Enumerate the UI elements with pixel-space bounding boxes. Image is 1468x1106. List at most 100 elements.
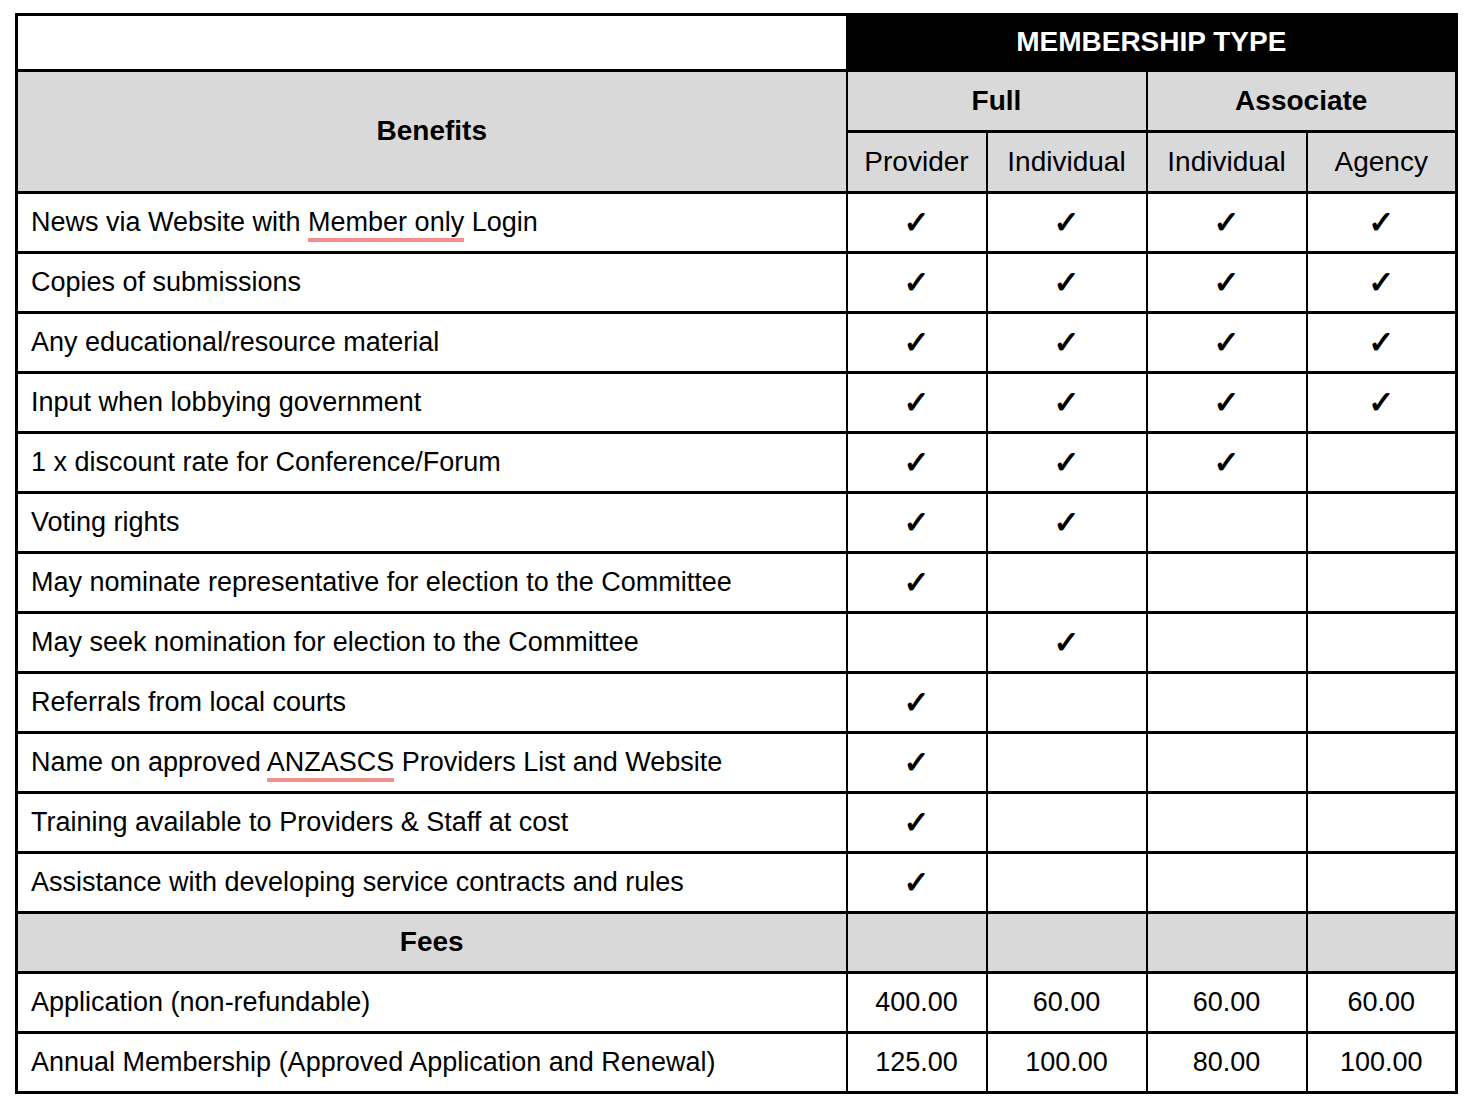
benefit-check-cell: ✓: [987, 493, 1147, 553]
benefit-check-cell: ✓: [1147, 313, 1307, 373]
checkmark-icon: ✓: [1054, 205, 1080, 240]
benefit-label: Assistance with developing service contr…: [17, 853, 847, 913]
benefit-label: Any educational/resource material: [17, 313, 847, 373]
checkmark-icon: ✓: [1054, 385, 1080, 420]
benefit-empty-cell: [1147, 793, 1307, 853]
benefit-row: News via Website with Member only Login✓…: [17, 193, 1457, 253]
benefit-label: Referrals from local courts: [17, 673, 847, 733]
checkmark-icon: ✓: [1214, 325, 1240, 360]
benefit-label: Voting rights: [17, 493, 847, 553]
benefit-row: Referrals from local courts ✓: [17, 673, 1457, 733]
fee-value: 60.00: [1307, 973, 1457, 1033]
benefit-empty-cell: [1307, 613, 1457, 673]
spellcheck-underlined-text: Member only: [308, 207, 464, 242]
checkmark-icon: ✓: [1368, 325, 1394, 360]
membership-type-header: MEMBERSHIP TYPE: [847, 15, 1457, 71]
checkmark-icon: ✓: [904, 565, 930, 600]
benefit-empty-cell: [1147, 493, 1307, 553]
column-header-agency: Agency: [1307, 132, 1457, 193]
benefit-row: Input when lobbying government✓✓✓✓: [17, 373, 1457, 433]
benefit-label: Name on approved ANZASCS Providers List …: [17, 733, 847, 793]
fee-value: 100.00: [1307, 1033, 1457, 1093]
checkmark-icon: ✓: [1054, 325, 1080, 360]
checkmark-icon: ✓: [1214, 385, 1240, 420]
checkmark-icon: ✓: [904, 805, 930, 840]
checkmark-icon: ✓: [1054, 445, 1080, 480]
benefit-check-cell: ✓: [847, 793, 987, 853]
fee-row: Annual Membership (Approved Application …: [17, 1033, 1457, 1093]
benefit-empty-cell: [1307, 793, 1457, 853]
column-header-full-individual: Individual: [987, 132, 1147, 193]
benefit-check-cell: ✓: [847, 673, 987, 733]
checkmark-icon: ✓: [1214, 445, 1240, 480]
checkmark-icon: ✓: [1214, 265, 1240, 300]
benefit-empty-cell: [1147, 553, 1307, 613]
benefit-check-cell: ✓: [847, 373, 987, 433]
benefit-empty-cell: [1307, 733, 1457, 793]
fee-value: 60.00: [1147, 973, 1307, 1033]
corner-empty-cell: [17, 15, 847, 71]
checkmark-icon: ✓: [1054, 625, 1080, 660]
benefit-check-cell: ✓: [1147, 193, 1307, 253]
benefit-check-cell: ✓: [1147, 253, 1307, 313]
fee-value: 80.00: [1147, 1033, 1307, 1093]
benefit-check-cell: ✓: [987, 253, 1147, 313]
benefit-check-cell: ✓: [987, 193, 1147, 253]
fees-empty-cell: [847, 913, 987, 973]
benefit-row: Assistance with developing service contr…: [17, 853, 1457, 913]
benefit-label: Training available to Providers & Staff …: [17, 793, 847, 853]
fees-header: Fees: [17, 913, 847, 973]
benefit-label: Input when lobbying government: [17, 373, 847, 433]
benefit-label: 1 x discount rate for Conference/Forum: [17, 433, 847, 493]
fee-value: 400.00: [847, 973, 987, 1033]
fees-empty-cell: [987, 913, 1147, 973]
benefit-empty-cell: [987, 853, 1147, 913]
benefit-check-cell: ✓: [1307, 253, 1457, 313]
fee-label: Application (non-refundable): [17, 973, 847, 1033]
benefits-body: News via Website with Member only Login✓…: [17, 193, 1457, 913]
column-header-provider: Provider: [847, 132, 987, 193]
benefit-check-cell: ✓: [847, 853, 987, 913]
benefit-row: Training available to Providers & Staff …: [17, 793, 1457, 853]
benefit-row: Copies of submissions ✓ ✓ ✓ ✓: [17, 253, 1457, 313]
group-header-row: Benefits Full Associate: [17, 71, 1457, 132]
benefit-row: Name on approved ANZASCS Providers List …: [17, 733, 1457, 793]
checkmark-icon: ✓: [904, 685, 930, 720]
membership-type-row: MEMBERSHIP TYPE: [17, 15, 1457, 71]
benefit-label: May seek nomination for election to the …: [17, 613, 847, 673]
checkmark-icon: ✓: [904, 205, 930, 240]
benefit-check-cell: ✓: [1307, 373, 1457, 433]
checkmark-icon: ✓: [904, 505, 930, 540]
benefit-empty-cell: [1147, 853, 1307, 913]
benefit-label: Copies of submissions: [17, 253, 847, 313]
benefit-empty-cell: [1147, 673, 1307, 733]
benefit-check-cell: ✓: [987, 313, 1147, 373]
benefit-empty-cell: [1307, 553, 1457, 613]
benefit-row: Any educational/resource material ✓ ✓ ✓ ✓: [17, 313, 1457, 373]
fees-empty-cell: [1307, 913, 1457, 973]
fee-value: 60.00: [987, 973, 1147, 1033]
benefit-row: Voting rights ✓ ✓: [17, 493, 1457, 553]
checkmark-icon: ✓: [904, 865, 930, 900]
benefit-check-cell: ✓: [847, 733, 987, 793]
benefit-label: May nominate representative for election…: [17, 553, 847, 613]
group-header-full: Full: [847, 71, 1147, 132]
benefit-empty-cell: [1307, 493, 1457, 553]
benefit-empty-cell: [987, 733, 1147, 793]
spellcheck-underlined-text: ANZASCS: [267, 747, 395, 782]
checkmark-icon: ✓: [1368, 265, 1394, 300]
membership-benefits-table: MEMBERSHIP TYPE Benefits Full Associate …: [15, 13, 1458, 1094]
checkmark-icon: ✓: [904, 325, 930, 360]
fees-body: Application (non-refundable)400.0060.006…: [17, 973, 1457, 1093]
benefit-row: May seek nomination for election to the …: [17, 613, 1457, 673]
benefit-check-cell: ✓: [987, 613, 1147, 673]
checkmark-icon: ✓: [1368, 205, 1394, 240]
benefit-empty-cell: [1307, 433, 1457, 493]
benefit-empty-cell: [1147, 613, 1307, 673]
benefit-check-cell: ✓: [1307, 313, 1457, 373]
fee-value: 100.00: [987, 1033, 1147, 1093]
benefit-empty-cell: [987, 553, 1147, 613]
benefits-header: Benefits: [17, 71, 847, 193]
checkmark-icon: ✓: [904, 745, 930, 780]
checkmark-icon: ✓: [904, 265, 930, 300]
